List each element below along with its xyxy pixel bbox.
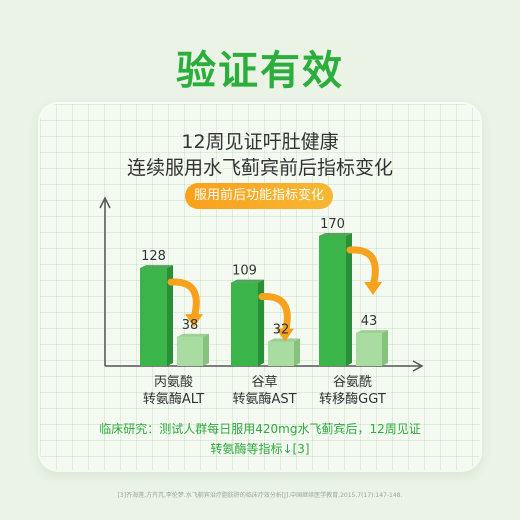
decrease-arrow-head-0 xyxy=(185,314,203,328)
bar-after-0-side xyxy=(203,333,209,366)
card-title-line1: 12周见证吁肚健康 xyxy=(181,131,339,153)
bar-before-2-top xyxy=(319,232,352,236)
decrease-arrow-head-1 xyxy=(276,328,294,342)
decrease-arrow-head-2 xyxy=(364,281,382,295)
decrease-arrow-1 xyxy=(258,293,291,337)
decrease-arrow-2 xyxy=(346,246,379,290)
bar-after-2-top xyxy=(356,330,388,334)
page-heading: 验证有效 xyxy=(176,48,344,94)
bar-before-1-side xyxy=(258,279,264,366)
category-label-line1-0: 丙氨酸 xyxy=(154,375,193,390)
bar-before-2-front xyxy=(319,235,346,366)
value-label-before-0: 128 xyxy=(141,249,166,264)
value-label-after-2: 43 xyxy=(361,314,378,329)
chart-bars xyxy=(140,232,388,366)
category-label-line1-1: 谷草 xyxy=(251,375,277,390)
bar-after-0 xyxy=(177,333,209,366)
bar-after-1 xyxy=(268,338,300,366)
value-label-before-1: 109 xyxy=(232,264,257,279)
category-label-line2-1: 转氨酶AST xyxy=(232,391,296,407)
bar-after-0-front xyxy=(177,336,203,366)
category-label-line2-0: 转氨酶ALT xyxy=(143,391,204,407)
bar-before-2-side xyxy=(346,232,352,366)
reference-footnote: [3]齐海莲,方卉芃,李伦梦.水飞蓟宾治疗脂肪肝的临床疗效分析[J].中国继续医… xyxy=(117,492,403,499)
clinical-note-line1: 临床研究：测试人群每日服用420mg水飞蓟宾后，12周见证 xyxy=(99,422,421,436)
chart-subtitle-pill: 服用前后功能指标变化 xyxy=(185,183,333,209)
bar-after-0-top xyxy=(177,333,209,337)
category-label-line1-2: 谷氨酰 xyxy=(333,375,372,390)
x-axis-arrow xyxy=(412,360,424,372)
bar-before-2 xyxy=(319,232,352,366)
bar-after-2-front xyxy=(356,333,382,366)
bar-after-1-side xyxy=(294,338,300,366)
bar-after-1-front xyxy=(268,341,294,366)
bar-before-1 xyxy=(231,279,264,366)
bar-after-2 xyxy=(356,330,388,366)
value-label-after-0: 38 xyxy=(182,318,199,333)
bar-after-2-side xyxy=(382,330,388,366)
bar-before-0-top xyxy=(140,265,173,269)
bar-before-0-front xyxy=(140,268,167,366)
clinical-note-line2: 转氨酶等指标↓[3] xyxy=(210,442,310,456)
y-axis-arrow xyxy=(99,196,111,209)
card-title-line2: 连续服用水飞蓟宾前后指标变化 xyxy=(126,157,393,179)
bar-before-1-front xyxy=(231,282,258,366)
bar-before-1-top xyxy=(231,279,264,283)
value-label-after-1: 32 xyxy=(273,323,290,338)
decrease-arrow-0 xyxy=(167,278,200,322)
value-label-before-2: 170 xyxy=(320,217,345,232)
bar-before-0-side xyxy=(167,265,173,366)
category-label-line2-2: 转移酶GGT xyxy=(319,391,386,407)
bar-before-0 xyxy=(140,265,173,366)
